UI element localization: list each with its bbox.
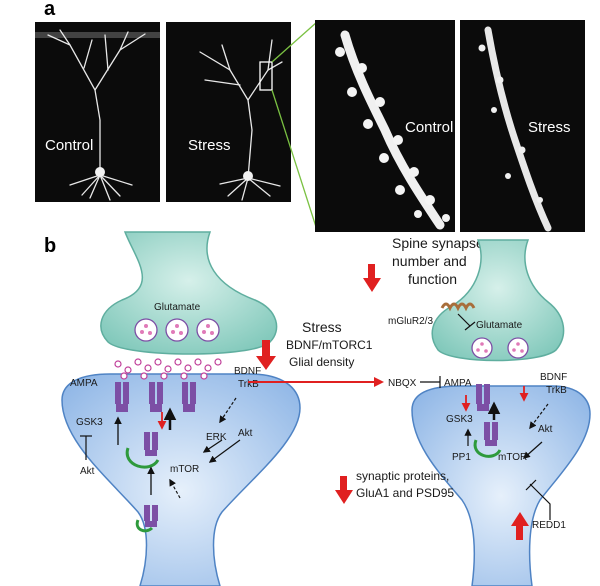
right-mglur-label: mGluR2/3	[388, 316, 433, 327]
right-postsynaptic-spine	[411, 385, 591, 586]
zoom-line-bottom	[271, 89, 318, 231]
middle-stress-label: Stress	[302, 319, 342, 335]
left-presynaptic-terminal	[100, 231, 278, 355]
right-mtor-label: mTOR	[498, 452, 527, 463]
right-ampa-label: AMPA	[444, 378, 472, 389]
left-mtor-label: mTOR	[170, 464, 199, 475]
right-arrow-akt-mtor	[522, 441, 543, 459]
right-presynaptic-terminal	[431, 239, 565, 362]
panel-b-letter: b	[44, 235, 56, 257]
right-spine-line2: number and	[392, 253, 467, 269]
left-trkb-label: TrkB	[238, 379, 259, 390]
micrograph-control-dendrite: Control	[315, 20, 455, 232]
right-spine-line3: function	[408, 271, 457, 287]
micrograph-label-control: Control	[45, 137, 93, 154]
nbqx-inhibition	[420, 376, 441, 388]
micrograph-label-stress-dendrite: Stress	[528, 119, 571, 136]
right-glutamate-label: Glutamate	[476, 320, 523, 331]
middle-bdnf-mtorc1-label: BDNF/mTORC1	[286, 338, 373, 352]
right-arrow-bdnf-akt	[529, 403, 549, 430]
panel-a-letter: a	[44, 0, 56, 20]
left-ampa-label: AMPA	[70, 378, 98, 389]
right-akt-label: Akt	[538, 424, 553, 435]
right-red-up-arrow-redd1	[511, 512, 529, 540]
red-down-arrow-stress	[256, 340, 276, 370]
right-synapse: Spine synapse number and function mGluR2…	[335, 235, 591, 586]
micrograph-stress-neuron: Stress	[166, 22, 291, 202]
micrograph-label-control-dendrite: Control	[405, 119, 453, 136]
right-redd1-label: REDD1	[532, 520, 566, 531]
left-akt-inhibits-gsk3	[80, 435, 92, 460]
left-postsynaptic-spine	[61, 373, 301, 586]
left-glutamate-label: Glutamate	[154, 302, 201, 313]
left-gsk3-label: GSK3	[76, 417, 103, 428]
redd1-inhibition	[525, 479, 551, 520]
right-trkb-label: TrkB	[546, 385, 567, 396]
right-gsk3-label: GSK3	[446, 414, 473, 425]
left-erk-label: ERK	[206, 432, 227, 443]
zoom-line-top	[271, 21, 318, 63]
arrow-dashed-lower	[169, 478, 181, 499]
left-mtor-receptor-complex	[125, 432, 160, 533]
right-synaptic-line2: GluA1 and PSD95	[356, 486, 454, 500]
right-pp1-label: PP1	[452, 452, 471, 463]
left-vesicles	[134, 318, 220, 342]
micrograph-stress-dendrite: Stress	[460, 20, 585, 232]
left-akt-left-label: Akt	[80, 466, 95, 477]
middle-glial-density-label: Glial density	[289, 355, 354, 369]
left-cleft-glutamate	[114, 358, 222, 380]
arrow-erk-mtor	[202, 439, 223, 453]
right-red-down-arrow-spine	[363, 264, 381, 292]
left-ampa-receptors	[115, 382, 196, 412]
micrograph-control-neuron: Control	[35, 22, 160, 202]
micrograph-label-stress: Stress	[188, 137, 231, 154]
left-bdnf-label: BDNF	[234, 366, 261, 377]
left-synapse: Glutamate AMPA BDNF TrkB GSK3 ERK Akt Ak…	[61, 231, 301, 586]
arrow-akt-mtor	[208, 439, 241, 463]
left-akt-right-label: Akt	[238, 428, 253, 439]
right-vesicles	[471, 337, 529, 359]
right-nbqx-label: NBQX	[388, 378, 417, 389]
right-ampa-receptors	[476, 384, 498, 446]
right-green-complex	[473, 439, 502, 458]
mglur-receptor	[440, 302, 476, 331]
right-bdnf-label: BDNF	[540, 372, 567, 383]
right-red-down-arrow-proteins	[335, 476, 353, 504]
middle-transition: Stress BDNF/mTORC1 Glial density	[248, 319, 384, 387]
right-spine-line1: Spine synapse	[392, 235, 484, 251]
right-synaptic-line1: synaptic proteins,	[356, 469, 449, 483]
